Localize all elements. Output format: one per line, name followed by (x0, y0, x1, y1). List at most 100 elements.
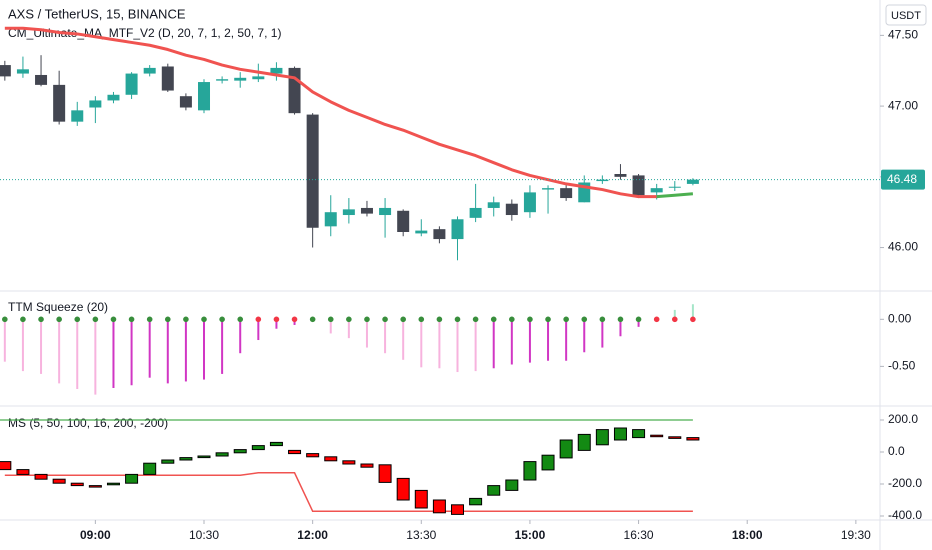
ms-box (215, 452, 229, 457)
candle-body (542, 188, 555, 190)
x-tick-label: 15:00 (515, 528, 546, 542)
ms-box (125, 473, 139, 484)
squeeze-dot (74, 316, 81, 323)
candle-body (234, 77, 247, 81)
x-tick-label: 19:30 (841, 528, 871, 542)
ms-box (106, 482, 120, 486)
candle-body (433, 229, 446, 240)
candle-body (342, 209, 355, 216)
ms-box (52, 478, 66, 484)
candle-body (288, 67, 301, 114)
candle-body (360, 207, 373, 214)
squeeze-dot (38, 316, 44, 323)
squeeze-dot (92, 316, 99, 323)
ms-box (88, 485, 102, 488)
moving-average (4, 26, 657, 199)
squeeze-dot (327, 316, 334, 323)
squeeze-dot (128, 316, 135, 323)
y-tick-label: 0.00 (888, 311, 912, 325)
candle-body (270, 67, 283, 74)
last-price-label: 46.48 (887, 172, 917, 186)
last-price-box (881, 169, 925, 190)
candle-body (0, 65, 11, 77)
ms-box (577, 433, 591, 451)
squeeze-dot (563, 316, 569, 323)
candle-body (107, 94, 120, 101)
y-tick-label: 46.00 (888, 240, 918, 254)
y-tick-label: 47.00 (888, 98, 918, 112)
squeeze-dot (418, 316, 425, 323)
candle-body (614, 174, 627, 177)
squeeze-dot (237, 316, 244, 323)
ms-box (143, 462, 157, 475)
x-tick-label: 10:30 (189, 528, 219, 542)
squeeze-dot (110, 316, 117, 323)
ms-box (342, 460, 356, 465)
ms-box (396, 477, 410, 501)
indicator-label: MS (5, 50, 100, 16, 200, -200) (8, 416, 168, 430)
squeeze-dot (219, 316, 225, 323)
squeeze-dot (527, 316, 533, 323)
ms-box (469, 497, 483, 506)
ms-box (523, 461, 537, 481)
y-tick-label: -0.50 (888, 359, 916, 373)
squeeze-dot (545, 316, 551, 323)
ms-box (650, 434, 664, 438)
squeeze-dot (364, 316, 370, 323)
ms-box (34, 473, 48, 480)
candle-body (125, 73, 138, 95)
squeeze-dot (20, 316, 26, 323)
ms-box (414, 489, 428, 509)
candle-body (143, 67, 156, 74)
ms-box (487, 485, 501, 496)
ms-box (541, 454, 555, 471)
squeeze-dot (690, 316, 696, 323)
x-tick-label: 12:00 (297, 528, 328, 542)
unit-label: USDT (891, 10, 921, 22)
candle-body (216, 79, 229, 81)
chart-title: AXS / TetherUS, 15, BINANCE (8, 6, 186, 21)
squeeze-dot (490, 316, 497, 323)
y-tick-label: 0.0 (888, 444, 905, 458)
squeeze-dot (382, 316, 388, 323)
candle-body (379, 207, 392, 216)
candle-body (89, 100, 102, 108)
squeeze-dot (346, 316, 352, 323)
ms-box (451, 504, 465, 515)
squeeze-dot (509, 316, 515, 323)
squeeze-dot (617, 316, 624, 323)
unit-box (885, 4, 927, 26)
ms-box (179, 457, 193, 461)
squeeze-dot (2, 316, 8, 323)
candle-body (306, 114, 319, 228)
candle-body (35, 74, 48, 85)
squeeze-dot (472, 316, 479, 323)
ms-box (16, 469, 30, 475)
ms-box (251, 445, 265, 451)
candle-body (451, 219, 464, 240)
squeeze-dot (146, 316, 153, 323)
candle-body (179, 96, 192, 108)
squeeze-dot (454, 316, 461, 323)
squeeze-dot (273, 316, 280, 323)
candle-body (632, 175, 645, 196)
ms-box (0, 461, 12, 471)
squeeze-dot (56, 316, 62, 323)
ms-box (432, 499, 446, 514)
ms-box (668, 436, 682, 439)
y-tick-label: 47.50 (888, 28, 918, 42)
candle-body (415, 230, 428, 234)
candle-body (397, 210, 410, 232)
candle-body (596, 179, 609, 182)
candle-body (16, 69, 29, 74)
candle-body (505, 203, 518, 216)
squeeze-dot (635, 316, 642, 323)
squeeze-dot (400, 316, 406, 323)
squeeze-dot (436, 316, 443, 323)
x-tick-label: 13:30 (406, 528, 436, 542)
ms-box (306, 453, 320, 458)
candle-body (650, 188, 663, 193)
x-tick-label: 09:00 (80, 528, 111, 542)
ms-box (360, 463, 374, 468)
